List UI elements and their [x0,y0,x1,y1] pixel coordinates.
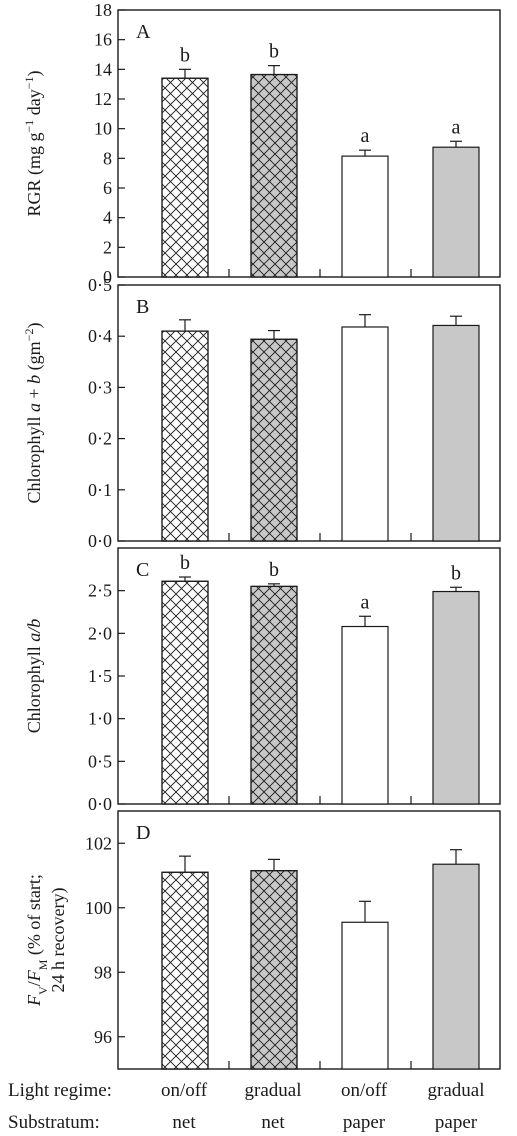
panels: 0 2 4 6 8 10 12 14 16 18 Ab b a a RGR (mg g−1 day−1) 0·… [22,0,501,1070]
significance-letter: a [361,125,370,147]
plot-frame [117,284,501,542]
substratum-label-4: paper [435,1112,478,1133]
significance-letter: b [180,552,190,574]
y-tick-label: 100 [85,898,112,918]
light-regime-label-4: gradual [428,1080,485,1101]
y-tick-label: 1·0 [88,709,112,729]
y-tick-label: 2 [103,237,112,257]
y-axis-label: Chlorophyll a + b (gm−2) [22,323,45,504]
bar [432,146,480,278]
panel-label: D [136,822,150,844]
significance-letter: a [452,116,461,138]
significance-letter: b [180,44,190,66]
y-tick-label: 0·1 [88,480,112,500]
y-tick-label: 8 [103,148,112,168]
bar [341,155,389,278]
plot-frame [117,810,501,1070]
bar-hatch [250,338,298,542]
bar-hatch [250,585,298,805]
y-tick-label: 2·0 [88,623,112,643]
plot-frame [117,9,501,278]
panel-label: A [136,21,151,43]
bar [341,625,389,805]
y-axis-label-line2: 24 h recovery) [48,888,69,993]
bar [432,324,480,542]
bar-hatch [250,73,298,278]
panel-A: 0 2 4 6 8 10 12 14 16 18 Ab b a a RGR (mg g−1 day−1) [22,0,501,287]
bar-hatch [161,330,209,542]
category-labels: Light regime: Substratum: on/off gradual… [8,1080,484,1133]
substratum-label-3: paper [343,1112,386,1133]
panel-D: 96 98 100 102 D FV/FM (% of start; 24 h recove… [24,810,501,1070]
significance-letter: b [451,562,461,584]
bar-hatch [161,580,209,805]
y-tick-label: 10 [94,119,112,139]
y-tick-label: 102 [85,833,112,853]
light-regime-axis-label: Light regime: [8,1080,112,1101]
significance-letter: a [361,591,370,613]
y-tick-label: 18 [94,0,112,20]
bar-hatch [250,870,298,1070]
y-tick-label: 98 [94,962,112,982]
panel-B: 0·0 0·1 0·2 0·3 0·4 0·5 B Chlorophyll a + b (gm… [22,275,501,551]
y-tick-label: 6 [103,178,112,198]
bar [341,921,389,1070]
y-tick-label: 0·0 [88,531,112,551]
panel-label: C [136,559,149,581]
y-tick-label: 0·5 [88,275,112,295]
y-tick-label: 0·5 [88,751,112,771]
y-axis-label: Chlorophyll a/b [24,619,44,734]
y-tick-label: 14 [94,59,112,79]
light-regime-label-3: on/off [341,1080,388,1101]
bar [341,326,389,542]
light-regime-label-2: gradual [245,1080,302,1101]
bar [432,863,480,1070]
significance-letter: b [269,41,279,63]
y-axis-label: FV/FM (% of start; [24,874,50,1007]
y-tick-label: 0·4 [88,326,112,346]
substratum-axis-label: Substratum: [8,1112,100,1133]
significance-letter: b [269,559,279,581]
y-tick-label: 1·5 [88,666,112,686]
substratum-label-2: net [261,1112,285,1133]
y-tick-label: 16 [94,30,112,50]
bar-hatch [161,77,209,278]
y-tick-label: 4 [103,208,112,228]
light-regime-label-1: on/off [161,1080,208,1101]
y-tick-label: 0 [103,267,112,287]
substratum-label-1: net [172,1112,196,1133]
panel-label: B [136,296,149,318]
panel-C: 0·0 0·5 1·0 1·5 2·0 2·5 C b b a b Chlorophyll a/b [24,547,501,814]
y-tick-label: 2·5 [88,581,112,601]
bar [432,590,480,805]
bar-hatch [161,871,209,1070]
y-tick-label: 12 [94,89,112,109]
y-axis-label: RGR (mg g−1 day−1) [22,70,45,216]
y-tick-label: 96 [94,1027,112,1047]
y-tick-label: 0·3 [88,377,112,397]
y-tick-label: 0·2 [88,429,112,449]
y-tick-label: 0·0 [88,794,112,814]
